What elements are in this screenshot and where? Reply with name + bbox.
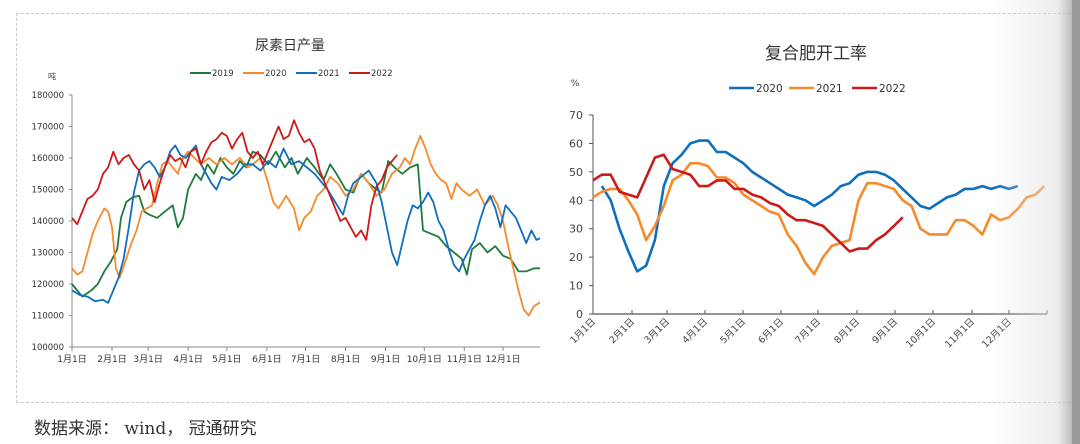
compound-fertilizer-operating-rate-chart: 复合肥开工率 2020 2021 2022 % 0 10 20 30 40 50 60 70 1月1… — [568, 44, 1048, 350]
chart1-x-tick-label: 11月1日 — [447, 354, 482, 365]
chart1-legend: 2019 2020 2021 2022 — [190, 69, 393, 79]
chart2-x-tick-label: 1月1日 — [568, 316, 598, 346]
series-line-2022 — [71, 119, 398, 241]
chart2-x-tick-label: 2月1日 — [607, 316, 637, 346]
chart1-x-tick-label: 12月1日 — [485, 354, 520, 365]
chart1-x-tick-label: 6月1日 — [252, 354, 281, 365]
chart1-x-tick-label: 4月1日 — [173, 354, 202, 365]
series-line-2021 — [71, 144, 540, 304]
page-edge — [1072, 0, 1080, 444]
legend-label-2022: 2022 — [371, 69, 393, 79]
series-line-2022 — [592, 153, 904, 253]
series-line-2019 — [71, 150, 540, 298]
legend-label-2021: 2021 — [816, 83, 843, 95]
chart1-x-tick-label: 8月1日 — [331, 354, 360, 365]
legend-label-2022: 2022 — [879, 83, 906, 95]
chart2-x-tick-label: 11月1日 — [943, 316, 977, 350]
chart2-y-tick-label: 30 — [569, 223, 583, 236]
chart1-x-tick-label: 1月1日 — [57, 354, 86, 365]
legend-label-2019: 2019 — [212, 69, 234, 79]
chart2-y-tick-label: 70 — [569, 109, 583, 122]
chart2-y-tick-label: 40 — [569, 194, 583, 207]
chart2-x-tick-label: 6月1日 — [756, 316, 786, 346]
chart2-y-tick-label: 0 — [576, 308, 583, 321]
chart1-y-tick-label: 170000 — [32, 123, 64, 133]
chart2-x-tick-label: 12月1日 — [980, 316, 1014, 350]
chart1-x-tick-label: 9月1日 — [371, 354, 400, 365]
chart2-x-tick-label: 4月1日 — [680, 316, 710, 346]
chart1-x-tick-label: 10月1日 — [407, 354, 442, 365]
chart1-x-tick-label: 2月1日 — [97, 354, 126, 365]
series-line-2020 — [71, 134, 540, 317]
chart1-x-tick-label: 7月1日 — [291, 354, 320, 365]
chart1-x-tick-label: 5月1日 — [212, 354, 241, 365]
chart2-y-tick-label: 50 — [569, 166, 583, 179]
legend-label-2021: 2021 — [318, 69, 340, 79]
chart1-ylabel: 吨 — [48, 71, 56, 81]
chart1-y-tick-label: 140000 — [32, 217, 64, 227]
chart2-x-tick-label: 8月1日 — [832, 316, 862, 346]
chart2-y-tick-label: 10 — [569, 280, 583, 293]
chart2-x-tick-label: 5月1日 — [718, 316, 748, 346]
chart1-x-tick-label: 3月1日 — [133, 354, 162, 365]
chart2-title: 复合肥开工率 — [765, 44, 867, 64]
chart2-ylabel: % — [571, 79, 580, 89]
chart2-legend: 2020 2021 2022 — [729, 83, 906, 95]
chart1-y-tick-label: 150000 — [32, 186, 64, 196]
chart2-x-tick-label: 9月1日 — [870, 316, 900, 346]
chart1-y-tick-label: 130000 — [32, 249, 64, 259]
chart1-y-tick-label: 120000 — [32, 280, 64, 290]
urea-daily-output-chart: 尿素日产量 2019 2020 2021 2022 吨 100000 110000 120… — [32, 38, 540, 365]
chart2-x-tick-label: 10月1日 — [904, 316, 938, 350]
data-source-note: 数据来源： wind， 冠通研究 — [34, 419, 257, 439]
chart1-title: 尿素日产量 — [255, 38, 325, 54]
chart1-y-tick-label: 180000 — [32, 91, 64, 101]
chart2-x-tick-label: 3月1日 — [642, 316, 672, 346]
legend-label-2020: 2020 — [265, 69, 287, 79]
chart-frame — [16, 13, 1080, 403]
chart1-y-tick-label: 160000 — [32, 154, 64, 164]
legend-label-2020: 2020 — [756, 83, 783, 95]
series-line-2021 — [592, 162, 1046, 276]
chart1-y-tick-label: 100000 — [32, 343, 64, 353]
chart2-y-tick-label: 20 — [569, 251, 583, 264]
chart1-y-tick-label: 110000 — [32, 312, 64, 322]
chart2-y-tick-label: 60 — [569, 137, 583, 150]
chart2-x-tick-label: 7月1日 — [793, 316, 823, 346]
